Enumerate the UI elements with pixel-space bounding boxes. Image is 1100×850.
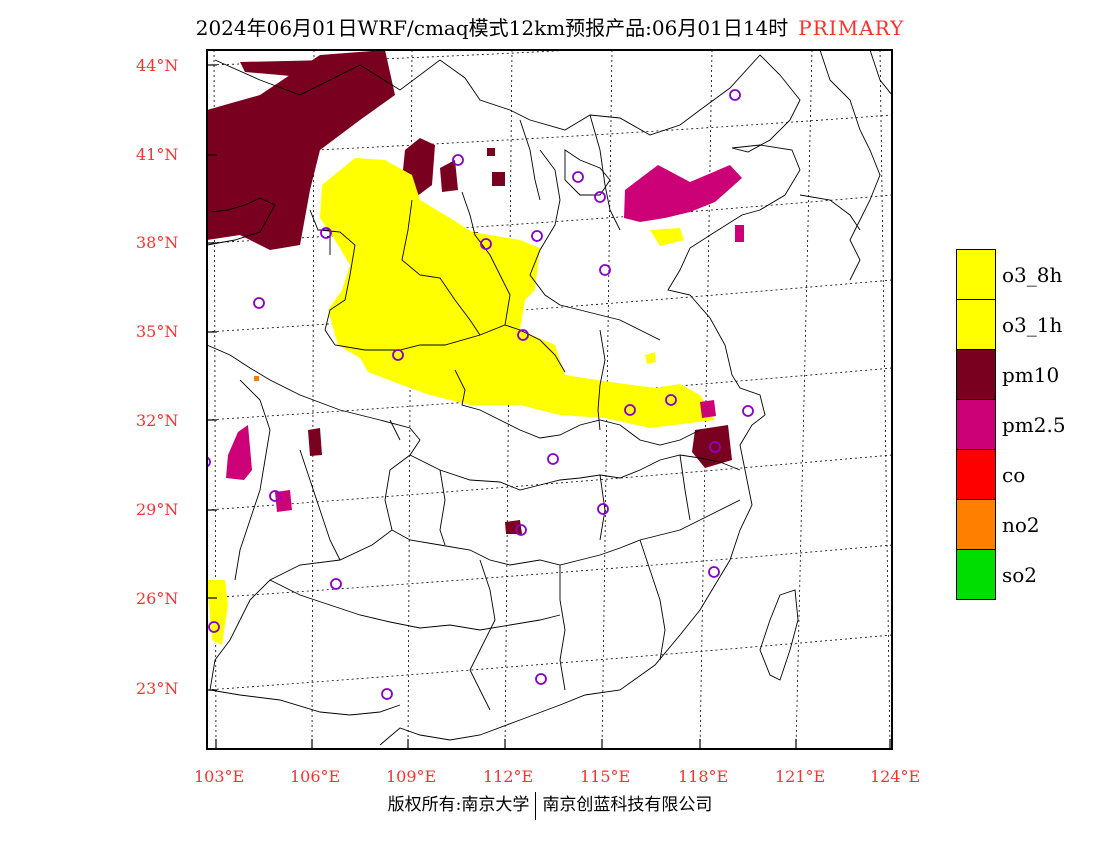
legend-item-so2: so2 [956, 549, 1096, 600]
lat-label-29: 29°N [136, 500, 179, 519]
lat-label-26: 26°N [136, 589, 179, 608]
legend-label: pm2.5 [1002, 413, 1066, 437]
legend-swatch [956, 249, 996, 300]
legend-swatch [956, 449, 996, 500]
lon-label-112: 112°E [483, 767, 534, 786]
legend-swatch [956, 399, 996, 450]
map-title: 2024年06月01日WRF/cmaq模式12km预报产品:06月01日14时 P… [0, 12, 1100, 41]
map-frame [206, 49, 893, 750]
legend-item-no2: no2 [956, 499, 1096, 550]
lon-label-124: 124°E [870, 767, 921, 786]
legend-item-o3-1h: o3_1h [956, 299, 1096, 350]
copyright-footer: 版权所有:南京大学 南京创蓝科技有限公司 [0, 790, 1100, 820]
legend-swatch [956, 499, 996, 550]
legend-label: o3_1h [1002, 313, 1063, 337]
lat-label-23: 23°N [136, 679, 179, 698]
station-markers [207, 89, 754, 700]
legend: o3_8h o3_1h pm10 pm2.5 co no2 so2 [956, 249, 1096, 600]
pm25-field [226, 165, 744, 512]
legend-label: so2 [1002, 563, 1038, 587]
boundaries [207, 50, 892, 746]
legend-swatch [956, 299, 996, 350]
axis-ticks [207, 64, 891, 749]
legend-label: co [1002, 463, 1026, 487]
legend-item-co: co [956, 449, 1096, 500]
lon-label-106: 106°E [290, 767, 341, 786]
lat-label-35: 35°N [136, 322, 179, 341]
copyright-right: 南京创蓝科技有限公司 [542, 795, 713, 815]
legend-swatch [956, 349, 996, 400]
legend-label: pm10 [1002, 363, 1060, 387]
legend-swatch [956, 549, 996, 600]
no2-pixel [254, 376, 259, 381]
lat-label-44: 44°N [136, 56, 179, 75]
copyright-left: 版权所有:南京大学 [387, 795, 530, 815]
lat-label-41: 41°N [136, 145, 179, 164]
lon-label-121: 121°E [775, 767, 826, 786]
lat-label-32: 32°N [136, 411, 179, 430]
o3-field [207, 158, 715, 645]
lon-label-103: 103°E [194, 767, 245, 786]
legend-label: no2 [1002, 513, 1040, 537]
lon-label-109: 109°E [386, 767, 437, 786]
legend-item-o3-8h: o3_8h [956, 249, 1096, 300]
lon-label-118: 118°E [678, 767, 729, 786]
legend-label: o3_8h [1002, 263, 1063, 287]
footer-divider [535, 791, 537, 820]
lon-label-115: 115°E [580, 767, 631, 786]
title-tag: PRIMARY [798, 16, 905, 40]
title-main: 2024年06月01日WRF/cmaq模式12km预报产品:06月01日14时 [195, 16, 789, 40]
legend-item-pm25: pm2.5 [956, 399, 1096, 450]
lat-label-38: 38°N [136, 233, 179, 252]
legend-item-pm10: pm10 [956, 349, 1096, 400]
